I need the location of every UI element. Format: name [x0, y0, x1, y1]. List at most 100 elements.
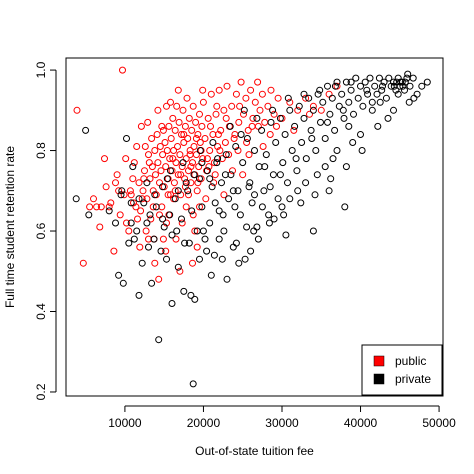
point-private — [196, 255, 203, 263]
point-private — [174, 187, 182, 195]
point-public — [112, 179, 119, 187]
point-public — [216, 147, 224, 154]
point-public — [178, 219, 186, 227]
point-private — [308, 135, 316, 142]
point-private — [247, 247, 255, 255]
point-public — [187, 163, 195, 171]
point-public — [317, 106, 325, 114]
point-public — [230, 135, 238, 142]
point-private — [333, 78, 341, 86]
point-public — [266, 131, 274, 138]
point-private — [166, 211, 174, 219]
point-public — [237, 78, 245, 86]
point-private — [347, 78, 355, 86]
point-public — [243, 139, 251, 146]
point-private — [401, 78, 409, 86]
point-public — [248, 122, 256, 130]
point-public — [203, 155, 211, 163]
point-private — [309, 227, 317, 235]
point-public — [164, 191, 172, 199]
point-private — [262, 151, 270, 159]
point-public — [154, 159, 162, 167]
point-private — [160, 223, 168, 231]
point-private — [215, 207, 223, 215]
point-private — [168, 231, 176, 239]
point-private — [278, 203, 286, 211]
point-private — [404, 70, 412, 78]
point-public — [188, 126, 196, 134]
point-public — [170, 179, 178, 187]
point-public — [169, 114, 177, 122]
point-private — [305, 94, 313, 102]
point-public — [166, 155, 174, 163]
point-public — [167, 135, 175, 142]
point-private — [338, 90, 346, 98]
point-public — [196, 110, 203, 118]
point-public — [138, 195, 146, 203]
point-public — [222, 114, 230, 122]
point-public — [79, 259, 87, 267]
point-public — [180, 131, 188, 138]
point-public — [220, 191, 228, 199]
point-public — [286, 98, 294, 106]
point-private — [371, 82, 379, 90]
point-public — [270, 110, 278, 118]
point-private — [223, 275, 231, 283]
point-private — [235, 259, 243, 267]
point-private — [260, 187, 268, 195]
point-private — [241, 255, 249, 263]
point-private — [274, 195, 282, 203]
point-private — [380, 78, 388, 86]
point-public — [146, 175, 154, 183]
point-private — [276, 114, 284, 122]
point-private — [384, 114, 392, 122]
point-private — [284, 94, 292, 102]
point-private — [190, 171, 198, 179]
point-private — [342, 163, 350, 171]
x-tick-label: 50000 — [422, 416, 456, 430]
point-private — [189, 380, 197, 388]
point-public — [218, 155, 226, 163]
point-public — [151, 259, 159, 267]
point-private — [357, 131, 364, 138]
point-public — [97, 203, 105, 211]
point-public — [159, 235, 167, 243]
point-private — [159, 215, 167, 223]
point-private — [270, 215, 278, 223]
point-public — [194, 131, 202, 138]
point-public — [198, 122, 206, 130]
point-private — [345, 98, 353, 106]
legend: public private — [361, 344, 443, 396]
point-private — [251, 147, 258, 154]
point-private — [232, 143, 240, 150]
point-public — [240, 110, 247, 118]
point-private — [316, 86, 324, 94]
point-public — [174, 143, 181, 150]
point-private — [198, 203, 206, 211]
point-public — [223, 82, 231, 90]
point-private — [300, 114, 308, 122]
point-private — [324, 82, 331, 90]
point-public — [137, 207, 145, 215]
point-public — [90, 195, 97, 203]
point-public — [210, 179, 218, 187]
y-axis: 0.2 0.4 0.6 0.8 1.0 — [34, 61, 57, 400]
point-private — [243, 223, 251, 231]
point-private — [258, 203, 266, 211]
point-private — [265, 211, 273, 219]
point-private — [203, 247, 211, 255]
point-private — [191, 295, 199, 303]
point-private — [376, 98, 384, 106]
point-private — [117, 191, 125, 199]
point-public — [206, 147, 214, 154]
point-public — [171, 126, 179, 134]
point-private — [218, 255, 226, 263]
x-tick-label: 20000 — [187, 416, 221, 430]
point-private — [203, 167, 211, 175]
point-public — [183, 94, 191, 102]
point-public — [149, 203, 157, 211]
y-tick-label: 0.2 — [34, 383, 48, 400]
point-public — [232, 90, 240, 98]
point-public — [309, 102, 317, 110]
point-private — [314, 90, 322, 98]
